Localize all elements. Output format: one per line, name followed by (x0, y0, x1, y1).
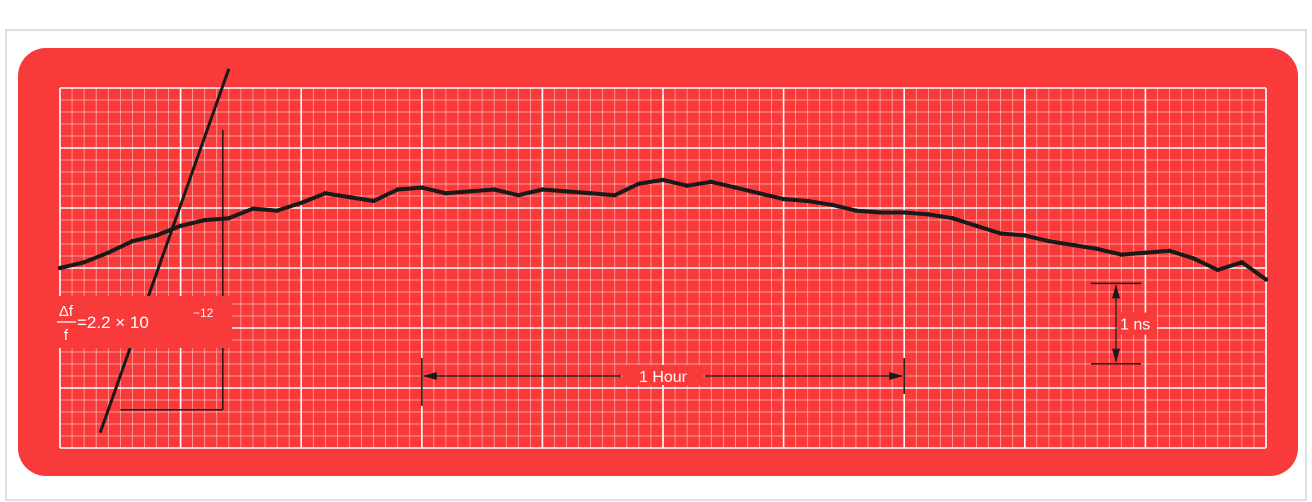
data-point (733, 185, 738, 190)
data-point (274, 208, 280, 213)
data-point (419, 185, 424, 190)
time-label-backdrop (623, 365, 703, 385)
data-point (1239, 260, 1245, 265)
data-point (57, 265, 63, 271)
data-point (1167, 248, 1172, 253)
data-point (202, 217, 207, 223)
data-point (323, 191, 328, 196)
data-point (250, 206, 256, 211)
ns-arrowhead-top (1112, 284, 1120, 299)
data-point (81, 260, 87, 265)
data-point (395, 187, 400, 192)
time-scale-label: 1 Hour (639, 369, 688, 386)
data-point (757, 191, 762, 196)
data-point (371, 198, 376, 204)
slope-annotation: Δf f =2.2 × 10 −12 (54, 68, 232, 434)
time-scale-annotation: 1 Hour (421, 358, 905, 406)
ns-label-backdrop (1117, 312, 1157, 335)
data-point (998, 231, 1003, 236)
data-point (347, 194, 352, 200)
data-point (926, 212, 931, 217)
slope-reference-line (98, 68, 231, 434)
data-point (226, 216, 232, 221)
data-point (1143, 250, 1148, 255)
data-point (443, 191, 449, 196)
data-point (1215, 267, 1220, 273)
data-point (130, 238, 135, 244)
data-point (612, 193, 617, 198)
data-point (781, 196, 786, 202)
data-point (299, 200, 304, 206)
data-point (106, 250, 111, 255)
time-arrowhead-left (422, 372, 437, 380)
data-point (902, 210, 907, 215)
slope-equation: =2.2 × 10 (77, 313, 149, 332)
data-point (950, 216, 955, 221)
data-point (877, 210, 883, 215)
page-frame (5, 29, 1307, 501)
data-point (516, 193, 521, 198)
data-point (829, 202, 835, 208)
data-point (1094, 246, 1100, 252)
grid-major (59, 87, 1267, 449)
data-point (805, 198, 810, 204)
data-point (540, 187, 545, 192)
data-point (467, 189, 473, 194)
data-point (588, 191, 593, 196)
ns-arrowhead-bottom (1112, 348, 1120, 363)
slope-numerator: Δf (59, 303, 74, 320)
data-point (853, 208, 859, 213)
data-points (57, 177, 1269, 282)
data-point (1119, 252, 1124, 257)
time-arrowhead-right (889, 372, 904, 380)
amplitude-scale-annotation: 1 ns (1091, 282, 1157, 365)
data-point (1070, 242, 1076, 248)
data-point (660, 177, 666, 183)
data-point (1046, 238, 1052, 244)
data-point (154, 233, 159, 238)
data-point (1191, 256, 1196, 261)
slope-exponent: −12 (193, 306, 214, 320)
data-point (636, 181, 642, 186)
data-point (178, 223, 183, 229)
data-point (1263, 277, 1269, 282)
slope-denominator: f (64, 327, 69, 344)
data-point (1022, 233, 1027, 238)
data-point (491, 187, 497, 192)
recorder-panel (18, 48, 1298, 476)
amplitude-scale-label: 1 ns (1120, 317, 1150, 334)
data-point (684, 183, 690, 188)
data-point (974, 223, 979, 229)
data-point (564, 189, 569, 194)
data-point (709, 179, 714, 185)
slope-label-backdrop (54, 296, 232, 348)
